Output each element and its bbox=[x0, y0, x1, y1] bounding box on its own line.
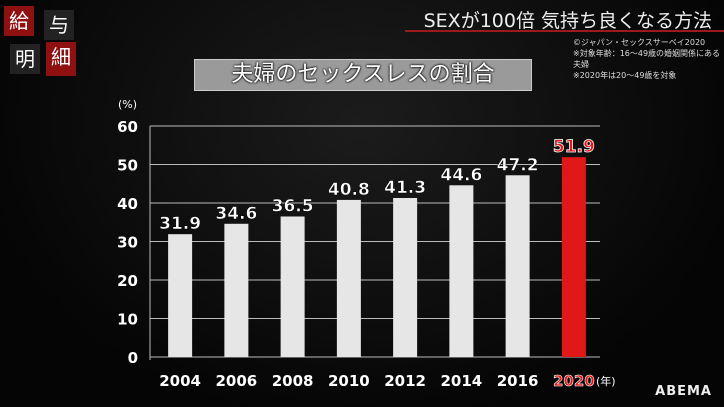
x-tick-label: 2016 bbox=[497, 372, 539, 390]
x-tick-label: 2008 bbox=[272, 372, 314, 390]
data-label: 34.6 bbox=[215, 204, 257, 224]
y-tick-label: 40 bbox=[117, 195, 138, 213]
bar bbox=[561, 157, 586, 357]
source-notes: ©ジャパン・セックスサーベイ2020 ※対象年齢：16〜49歳の婚姻関係にある夫… bbox=[573, 37, 724, 81]
y-tick-label: 50 bbox=[117, 157, 138, 175]
y-tick-label: 0 bbox=[128, 349, 138, 367]
title-underline bbox=[405, 30, 724, 32]
show-title: SEXが100倍 気持ち良くなる方法 bbox=[423, 10, 712, 32]
data-label: 44.6 bbox=[440, 165, 482, 185]
x-axis-label: (年) bbox=[596, 374, 616, 388]
chart-title: 夫婦のセックスレスの割合 bbox=[194, 59, 532, 91]
data-label: 31.9 bbox=[159, 214, 201, 234]
y-tick-label: 10 bbox=[117, 311, 138, 329]
data-label: 41.3 bbox=[384, 178, 426, 198]
data-label: 36.5 bbox=[272, 196, 314, 216]
y-tick-label: 60 bbox=[117, 118, 138, 136]
logo-char: 与 bbox=[44, 10, 74, 40]
bar bbox=[168, 234, 193, 357]
logo-char: 給 bbox=[4, 6, 34, 36]
y-tick-label: 20 bbox=[117, 272, 138, 290]
bar bbox=[280, 216, 305, 357]
data-label: 47.2 bbox=[497, 155, 539, 175]
x-tick-label: 2010 bbox=[328, 372, 370, 390]
logo-char: 明 bbox=[10, 44, 40, 74]
x-tick-label: 2012 bbox=[384, 372, 426, 390]
data-label: 51.9 bbox=[553, 137, 595, 157]
note: ※対象年齢：16〜49歳の婚姻関係にある夫婦 bbox=[573, 49, 721, 69]
bar bbox=[336, 199, 361, 357]
x-tick-label: 2020 bbox=[553, 372, 595, 390]
note: ※2020年は20〜49歳を対象 bbox=[573, 71, 677, 80]
data-label: 40.8 bbox=[328, 180, 370, 200]
x-tick-label: 2006 bbox=[216, 372, 258, 390]
y-tick-label: 30 bbox=[117, 234, 138, 252]
abema-logo: ABEMA bbox=[655, 384, 712, 399]
bar bbox=[224, 223, 249, 357]
bar bbox=[449, 185, 474, 357]
bar bbox=[505, 175, 530, 357]
note: ©ジャパン・セックスサーベイ2020 bbox=[573, 38, 706, 47]
logo-char: 細 bbox=[46, 42, 76, 76]
y-axis-label: (%) bbox=[118, 98, 137, 111]
x-tick-label: 2014 bbox=[441, 372, 483, 390]
x-tick-label: 2004 bbox=[159, 372, 201, 390]
bar bbox=[393, 197, 418, 357]
